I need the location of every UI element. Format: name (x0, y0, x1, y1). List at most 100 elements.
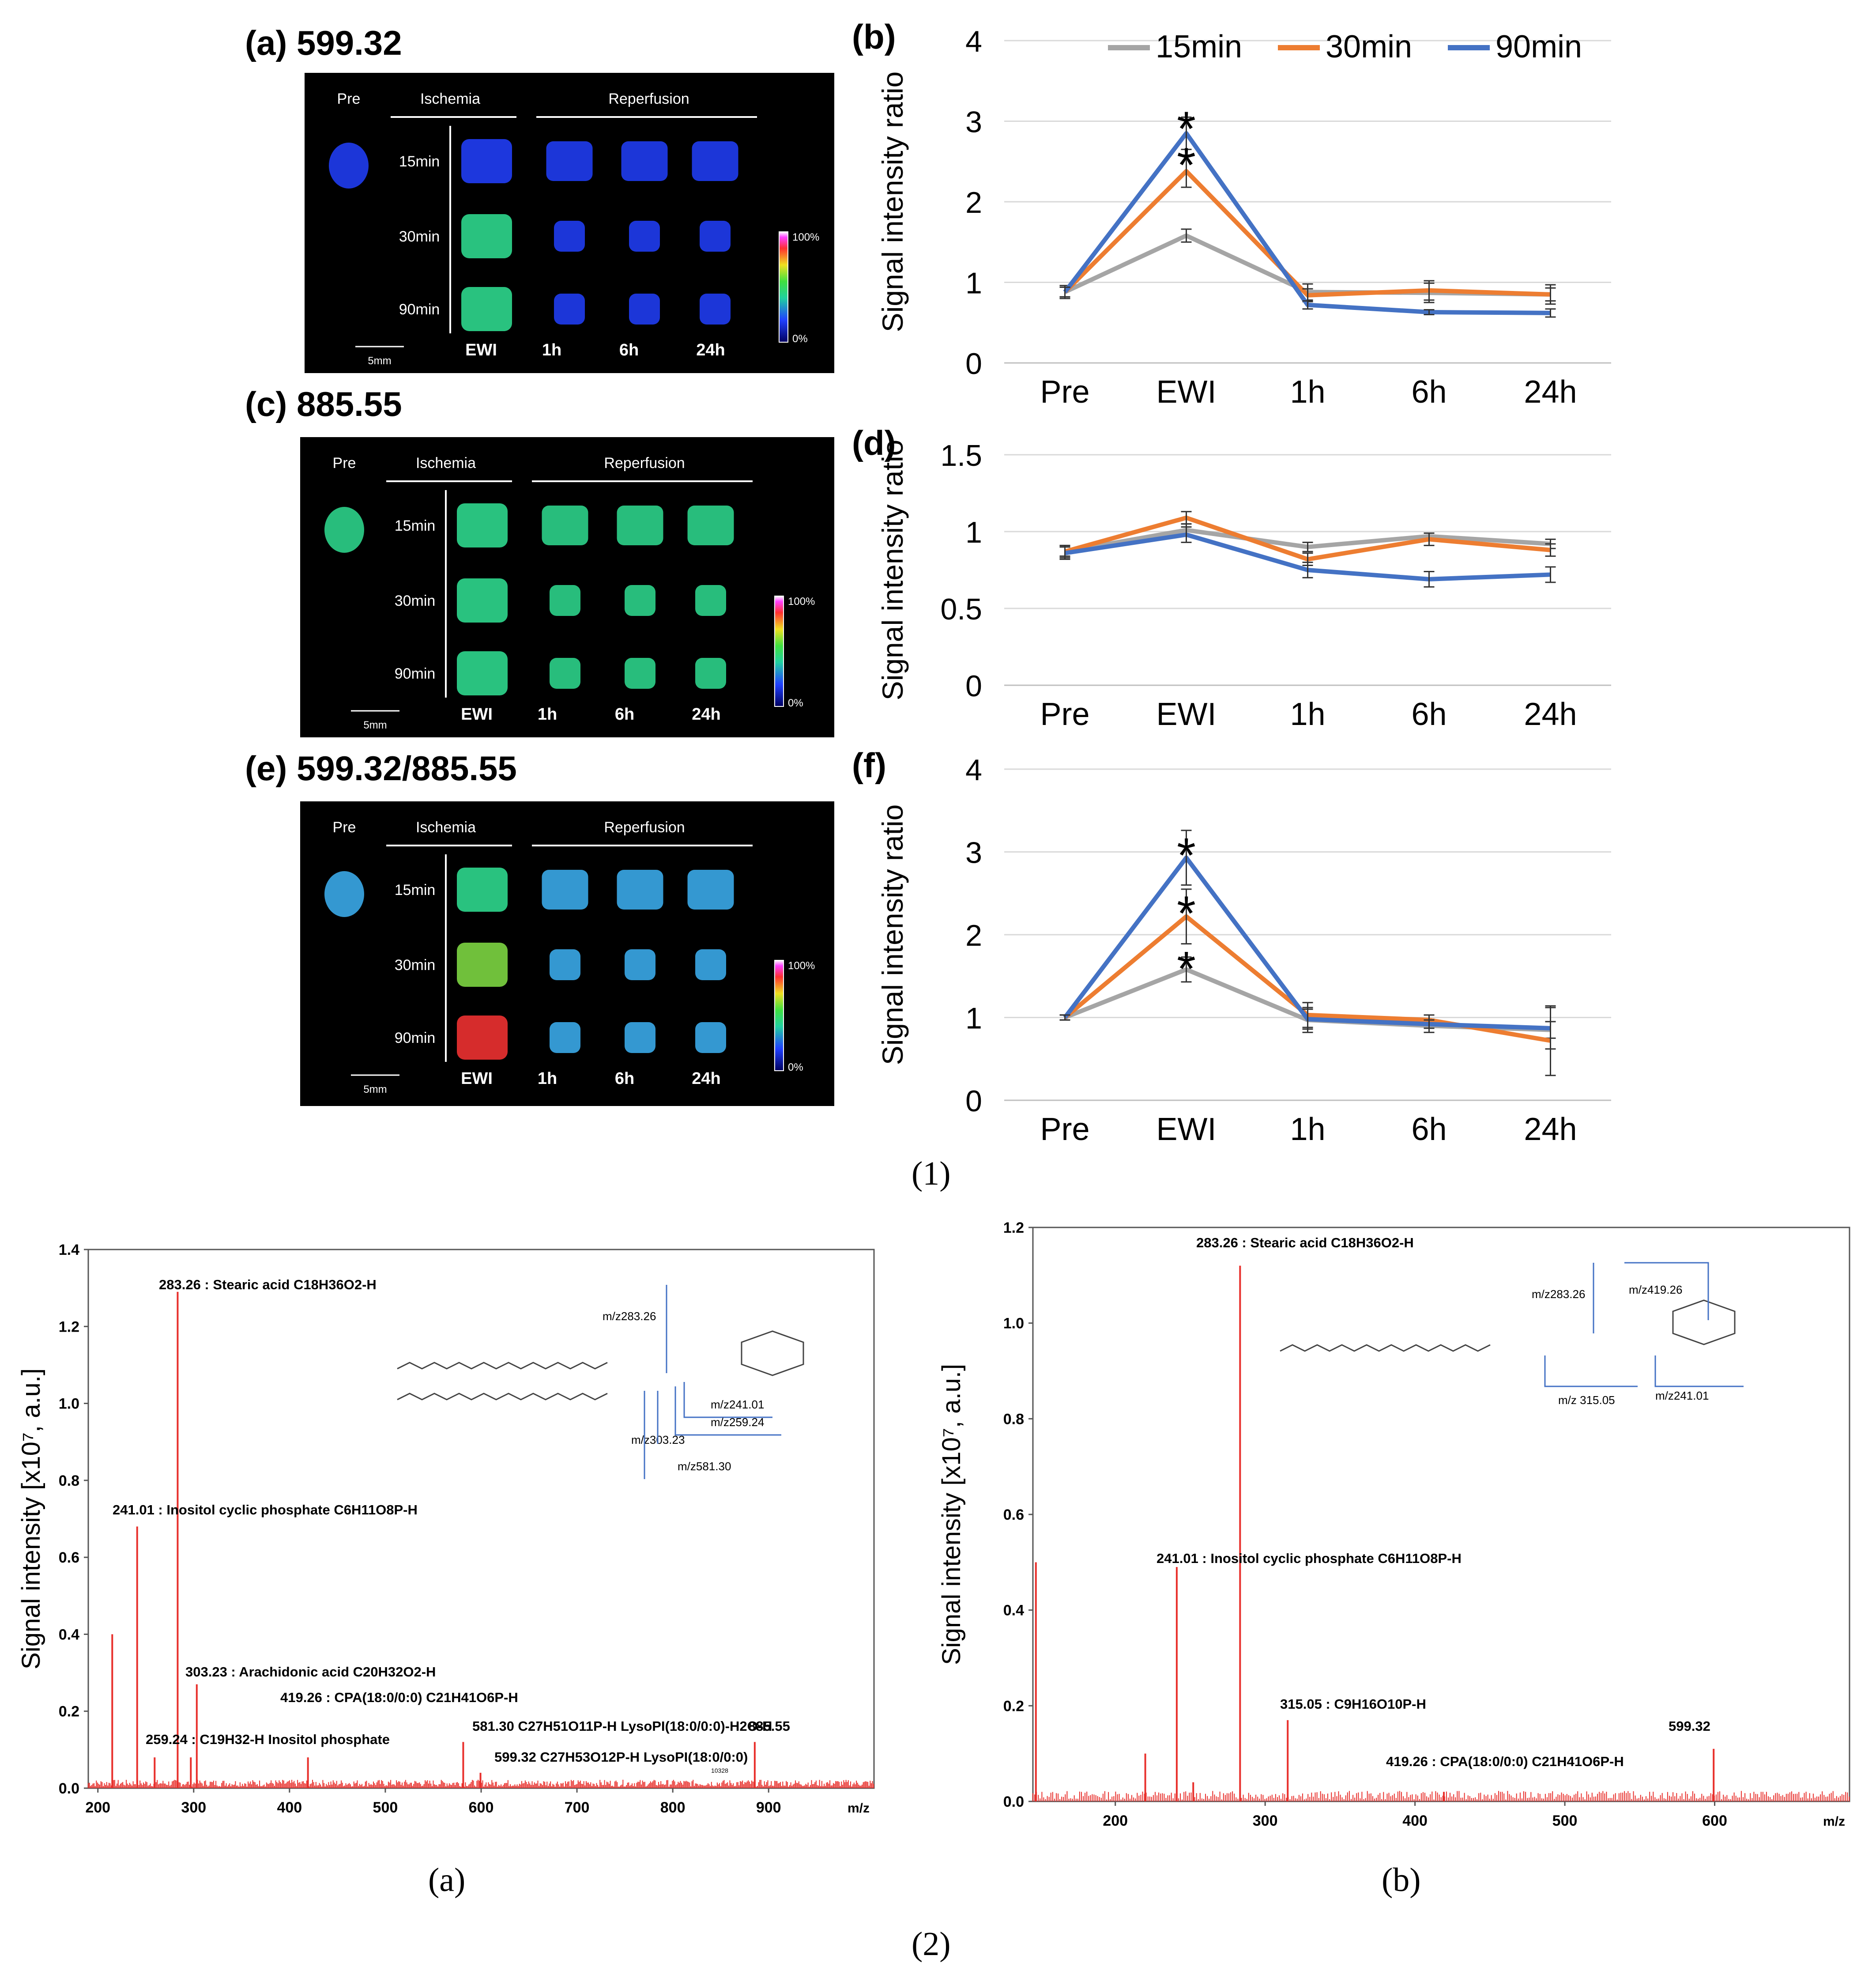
y-tick-label: 4 (965, 753, 982, 787)
significance-star: * (1177, 102, 1196, 156)
x-tick-label: 6h (1411, 374, 1447, 410)
tissue-reperfusion (542, 870, 588, 910)
colorbar-max-label: 100% (792, 231, 819, 243)
row-label: 30min (395, 593, 436, 609)
row-label: 90min (395, 1030, 436, 1046)
tissue-reperfusion (695, 949, 726, 980)
peak-label: 283.26 : Stearic acid C18H36O2-H (1196, 1235, 1414, 1250)
ischemia-header: Ischemia (420, 91, 480, 107)
y-tick-label: 0.4 (59, 1626, 79, 1643)
y-tick-label: 0 (965, 669, 982, 703)
fragment-label: m/z259.24 (711, 1416, 764, 1429)
x-tick-label: 900 (756, 1799, 781, 1816)
y-tick-label: 2 (965, 919, 982, 952)
tissue-ischemia (457, 1016, 508, 1060)
peak-label: 581.30 C27H51O11P-H LysoPI(18:0/0:0)-H2O… (472, 1718, 772, 1734)
row-label: 15min (399, 153, 440, 170)
y-tick-label: 1.2 (1003, 1219, 1024, 1236)
x-tick-label: 24h (1524, 374, 1577, 410)
tissue-reperfusion (550, 585, 580, 616)
panel-label: (f) (852, 746, 886, 785)
tissue-reperfusion (695, 1022, 726, 1053)
x-tick-label: Pre (1040, 697, 1089, 732)
col-label: 6h (615, 1069, 634, 1088)
plot-frame (87, 1249, 875, 1789)
pre-header: Pre (333, 455, 356, 472)
pre-header: Pre (333, 819, 356, 836)
y-tick-label: 0.5 (940, 593, 982, 626)
ischemia-header: Ischemia (416, 819, 476, 836)
x-tick-label: 1h (1290, 1112, 1325, 1144)
peak-label: 315.05 : C9H16O10P-H (1280, 1696, 1426, 1712)
y-tick-label: 0 (965, 1084, 982, 1118)
peak-label: 241.01 : Inositol cyclic phosphate C6H11… (113, 1502, 418, 1518)
spectrum-b: 0.0 0.2 0.4 0.6 0.8 1.0 1.2 200 300 400 500 600 m/z S… (937, 1219, 1850, 1829)
peak-label: 419.26 : CPA(18:0/0:0) C21H41O6P-H (280, 1690, 518, 1705)
x-tick-label: 800 (660, 1799, 686, 1816)
fragment-label: m/z 315.05 (1558, 1393, 1615, 1407)
tissue-pre (324, 871, 364, 917)
colorbar-max-label: 100% (788, 596, 815, 608)
x-tick-label: 600 (1702, 1812, 1727, 1829)
col-label: 6h (615, 705, 634, 724)
fragment-label: m/z419.26 (1629, 1283, 1682, 1296)
row-label: 30min (399, 228, 440, 245)
peak-label: 599.32 C27H53O12P-H LysoPI(18:0/0:0) (494, 1749, 748, 1765)
y-axis-label: Signal intensity ratio (876, 804, 909, 1065)
scale-label: 5mm (363, 719, 387, 731)
x-tick-label: 300 (1253, 1812, 1278, 1829)
tissue-ischemia (461, 214, 512, 258)
peak-label: 283.26 : Stearic acid C18H36O2-H (159, 1277, 377, 1292)
tissue-ischemia (457, 503, 508, 547)
colorbar-max-label: 100% (788, 960, 815, 972)
legend-label: 15min (1156, 29, 1242, 64)
x-axis-label: m/z (1823, 1814, 1845, 1829)
y-tick-label: 1.0 (59, 1396, 79, 1412)
tissue-reperfusion (695, 658, 726, 689)
tissue-pre (324, 507, 364, 553)
inositol-ring (741, 1330, 804, 1376)
x-tick-label: 1h (1290, 697, 1325, 732)
fragment-label: m/z241.01 (711, 1398, 764, 1411)
msi-panel-c: Pre Ischemia Reperfusion 15min 30min 90min EWI… (300, 437, 834, 737)
significance-star: * (1177, 138, 1196, 193)
tissue-reperfusion (554, 221, 585, 252)
tissue-reperfusion (617, 506, 663, 545)
x-tick-label: 700 (565, 1799, 590, 1816)
tissue-reperfusion (687, 506, 734, 545)
col-label: EWI (465, 341, 497, 359)
colorbar-min-label: 0% (788, 697, 803, 709)
baseline-noise (88, 1779, 874, 1788)
tissue-ischemia (461, 139, 512, 183)
tissue-reperfusion (625, 949, 655, 980)
significance-star: * (1177, 942, 1196, 996)
x-tick-label: 6h (1411, 697, 1447, 732)
tissue-reperfusion (629, 294, 660, 325)
x-tick-label: 500 (1552, 1812, 1578, 1829)
line-chart-f: (f) 0 1 2 3 4 Signal intensity ratio Pre EWI 1h 6h… (852, 746, 1611, 1144)
x-tick-label: 6h (1411, 1112, 1447, 1144)
x-tick-label: 300 (181, 1799, 206, 1816)
tissue-reperfusion (625, 658, 655, 689)
tissue-reperfusion (692, 141, 738, 181)
colorbar (779, 231, 788, 343)
fragment-bracket (1544, 1355, 1638, 1387)
tissue-reperfusion (625, 585, 655, 616)
x-tick-label: EWI (1156, 697, 1217, 732)
y-axis-label: Signal intensity ratio (876, 440, 909, 701)
fragment-bracket (1624, 1262, 1709, 1320)
figure-2-label: (2) (912, 1925, 951, 1963)
tissue-reperfusion (554, 294, 585, 325)
colorbar-min-label: 0% (792, 333, 808, 345)
y-tick-label: 0.0 (1003, 1793, 1024, 1810)
y-tick-label: 1.5 (940, 439, 982, 472)
msi-panel-e: Pre Ischemia Reperfusion 15min 30min 90min EWI… (300, 801, 834, 1106)
tissue-reperfusion (625, 1022, 655, 1053)
x-tick-label: 200 (1103, 1812, 1128, 1829)
colorbar (774, 960, 784, 1071)
fragment-label: m/z283.26 (603, 1310, 656, 1323)
tissue-reperfusion (629, 221, 660, 252)
y-tick-label: 1.0 (1003, 1315, 1024, 1332)
peak-label: 599.32 (1669, 1718, 1710, 1734)
legend-label: 90min (1496, 29, 1582, 64)
